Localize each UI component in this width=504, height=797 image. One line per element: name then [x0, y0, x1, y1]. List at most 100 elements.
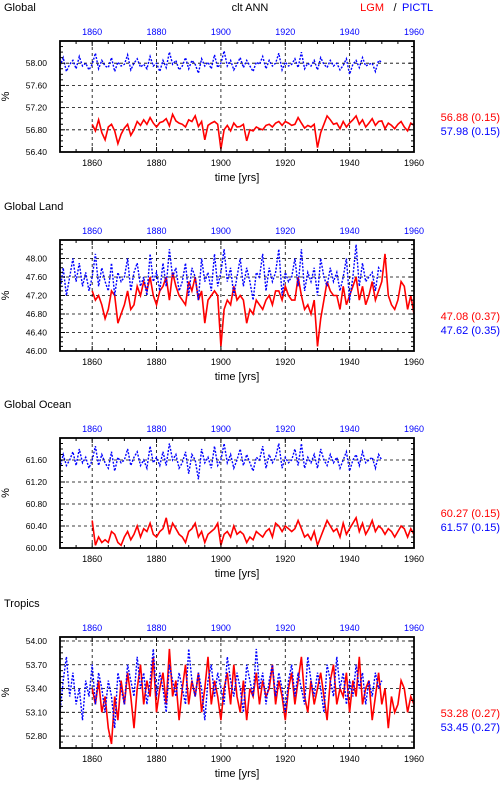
x-tick-label-bottom: 1940 [340, 554, 360, 564]
panel-title: Tropics [4, 598, 40, 610]
x-tick-label-top: 1920 [275, 27, 295, 37]
x-tick-label-top: 1940 [340, 226, 360, 236]
x-tick-label-bottom: 1940 [340, 158, 360, 168]
x-tick-label-top: 1900 [211, 623, 231, 633]
x-tick-label-bottom: 1880 [147, 554, 167, 564]
x-axis-label: time [yrs] [215, 768, 260, 780]
x-tick-label-top: 1920 [275, 623, 295, 633]
series-lgm-line [91, 253, 415, 347]
y-axis-label: % [0, 687, 12, 697]
stat-lgm: 56.88 (0.15) [441, 112, 500, 124]
x-tick-label-bottom: 1940 [340, 754, 360, 764]
x-tick-label-top: 1860 [82, 623, 102, 633]
stat-pictl: 57.98 (0.15) [441, 126, 500, 138]
header-left-title: Global [4, 2, 36, 14]
x-tick-label-top: 1900 [211, 226, 231, 236]
x-tick-label-top: 1900 [211, 27, 231, 37]
x-tick-label-bottom: 1940 [340, 357, 360, 367]
legend-pictl-label: PICTL [402, 2, 433, 14]
x-axis-label: time [yrs] [215, 568, 260, 580]
y-tick-label: 60.00 [26, 543, 48, 553]
x-tick-label-top: 1960 [404, 623, 424, 633]
x-tick-label-top: 1960 [404, 226, 424, 236]
panel-4: Tropics 1860 1860 1880 1880 1900 1900 1920 1920 1… [0, 598, 500, 780]
x-tick-label-bottom: 1880 [147, 357, 167, 367]
x-tick-label-bottom: 1900 [211, 357, 231, 367]
stat-lgm: 60.27 (0.15) [441, 508, 500, 520]
y-tick-label: 60.40 [26, 521, 48, 531]
y-axis-label: % [0, 488, 12, 498]
y-tick-label: 53.70 [26, 660, 48, 670]
y-tick-label: 57.60 [26, 80, 48, 90]
y-tick-label: 54.00 [26, 636, 48, 646]
legend-separator: / [393, 2, 397, 14]
x-tick-label-top: 1860 [82, 27, 102, 37]
panel-1: 1860 1860 1880 1880 1900 1900 1920 1920 1940 1940… [0, 27, 500, 184]
x-tick-label-bottom: 1920 [275, 754, 295, 764]
x-axis-label: time [yrs] [215, 172, 260, 184]
y-tick-label: 60.80 [26, 499, 48, 509]
x-tick-label-bottom: 1960 [404, 357, 424, 367]
x-axis-label: time [yrs] [215, 371, 260, 383]
series-pictl-line [59, 443, 383, 480]
x-tick-label-bottom: 1860 [82, 357, 102, 367]
x-tick-label-top: 1920 [275, 424, 295, 434]
series-lgm-line [91, 112, 415, 150]
x-tick-label-bottom: 1880 [147, 754, 167, 764]
y-tick-label: 47.20 [26, 291, 48, 301]
x-tick-label-bottom: 1860 [82, 754, 102, 764]
panel-title: Global Ocean [4, 399, 71, 411]
x-tick-label-bottom: 1900 [211, 158, 231, 168]
x-tick-label-top: 1880 [147, 623, 167, 633]
x-tick-label-bottom: 1900 [211, 554, 231, 564]
plot-frame [59, 40, 415, 153]
x-tick-label-top: 1880 [147, 27, 167, 37]
stat-pictl: 47.62 (0.35) [441, 325, 500, 337]
x-tick-label-bottom: 1960 [404, 554, 424, 564]
y-tick-label: 47.60 [26, 272, 48, 282]
panel-3: Global Ocean 1860 1860 1880 1880 1900 1900 1920… [0, 399, 500, 580]
y-tick-label: 56.80 [26, 125, 48, 135]
plot-frame [59, 437, 415, 549]
series-lgm-line [91, 648, 415, 745]
stat-pictl: 53.45 (0.27) [441, 722, 500, 734]
x-tick-label-bottom: 1920 [275, 554, 295, 564]
legend-lgm-label: LGM [360, 2, 384, 14]
panel-title: Global Land [4, 201, 63, 213]
x-tick-label-bottom: 1860 [82, 554, 102, 564]
x-tick-label-top: 1880 [147, 226, 167, 236]
x-tick-label-bottom: 1920 [275, 158, 295, 168]
y-tick-label: 57.20 [26, 103, 48, 113]
y-axis-label: % [0, 91, 12, 101]
x-tick-label-bottom: 1860 [82, 158, 102, 168]
x-tick-label-top: 1960 [404, 424, 424, 434]
stat-pictl: 61.57 (0.15) [441, 522, 500, 534]
x-tick-label-top: 1900 [211, 424, 231, 434]
y-tick-label: 61.60 [26, 455, 48, 465]
x-tick-label-top: 1880 [147, 424, 167, 434]
y-tick-label: 53.40 [26, 684, 48, 694]
y-tick-label: 46.00 [26, 346, 48, 356]
x-tick-label-bottom: 1960 [404, 754, 424, 764]
x-tick-label-top: 1940 [340, 623, 360, 633]
x-tick-label-top: 1860 [82, 226, 102, 236]
series-pictl-line [59, 244, 383, 301]
y-tick-label: 46.40 [26, 328, 48, 338]
x-tick-label-bottom: 1920 [275, 357, 295, 367]
x-tick-label-top: 1860 [82, 424, 102, 434]
series-pictl-line [59, 50, 383, 78]
y-axis-label: % [0, 290, 12, 300]
y-tick-label: 52.80 [26, 731, 48, 741]
x-tick-label-bottom: 1960 [404, 158, 424, 168]
y-tick-label: 46.80 [26, 309, 48, 319]
y-tick-label: 56.40 [26, 147, 48, 157]
series-lgm-line [91, 515, 415, 548]
x-tick-label-bottom: 1900 [211, 754, 231, 764]
panel-2: Global Land 1860 1860 1880 1880 1900 1900 1920 1… [0, 201, 500, 383]
stat-lgm: 47.08 (0.37) [441, 311, 500, 323]
header-center-title: clt ANN [232, 2, 269, 14]
x-tick-label-top: 1940 [340, 424, 360, 434]
x-tick-label-bottom: 1880 [147, 158, 167, 168]
x-tick-label-top: 1920 [275, 226, 295, 236]
